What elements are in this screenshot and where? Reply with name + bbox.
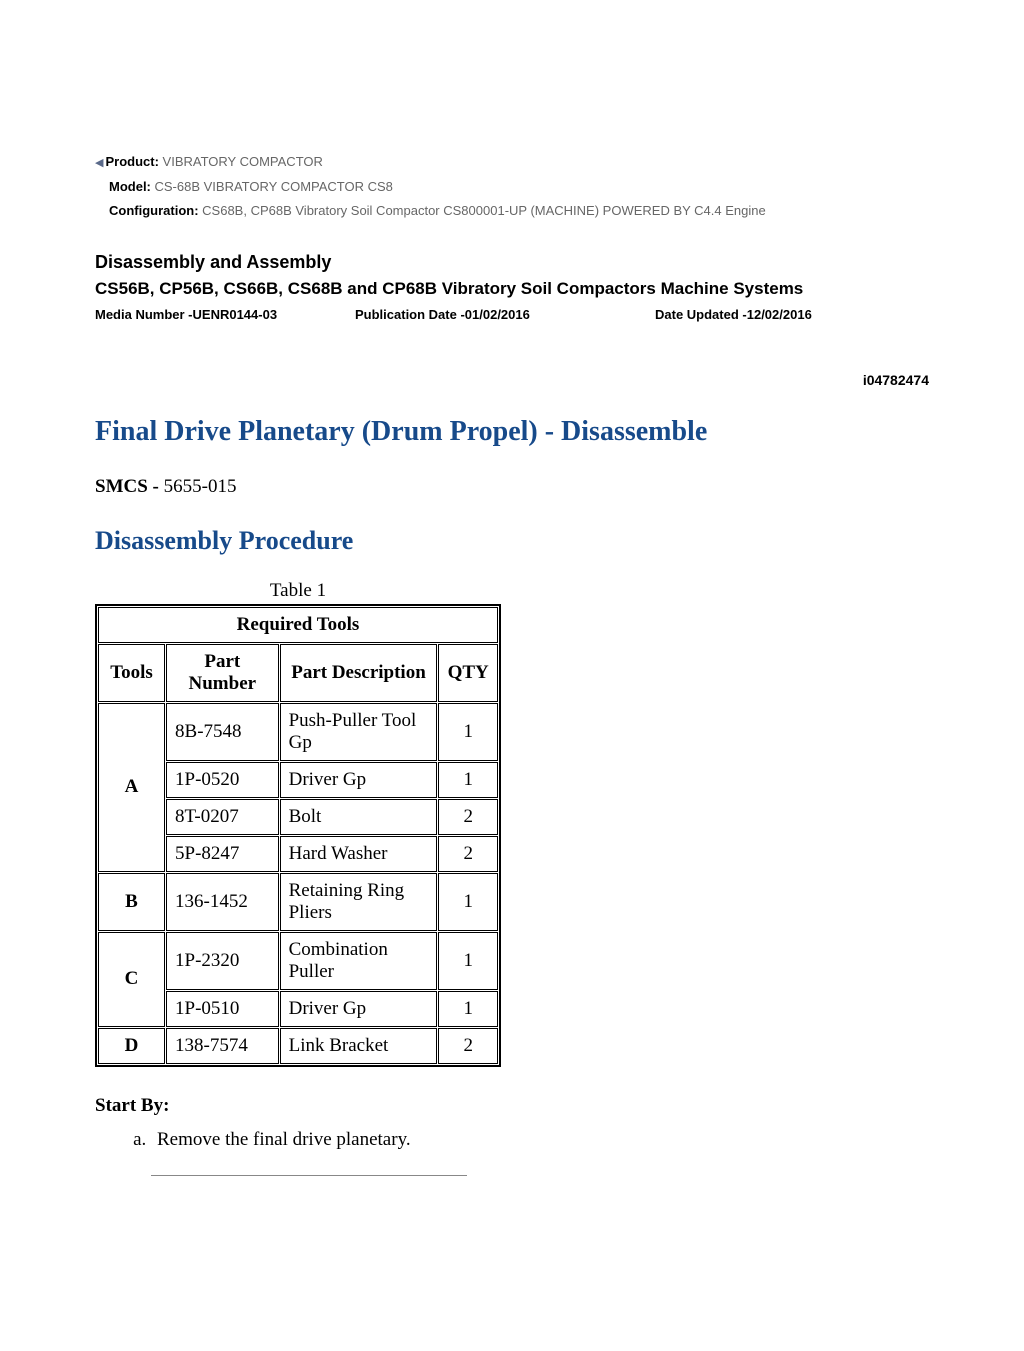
table-caption: Table 1 bbox=[95, 580, 501, 602]
part-number-cell: 1P-0520 bbox=[166, 762, 279, 798]
meta-value: CS-68B VIBRATORY COMPACTOR CS8 bbox=[151, 179, 393, 194]
publication-date: Publication Date -01/02/2016 bbox=[355, 307, 655, 322]
date-updated: Date Updated -12/02/2016 bbox=[655, 307, 929, 322]
required-tools-table: Required Tools Tools Part Number Part De… bbox=[95, 604, 501, 1067]
part-description-cell: Driver Gp bbox=[280, 991, 438, 1027]
meta-row-product: ◀Product: VIBRATORY COMPACTOR bbox=[95, 150, 929, 175]
back-arrow-icon[interactable]: ◀ bbox=[95, 157, 103, 169]
part-number-cell: 8B-7548 bbox=[166, 703, 279, 761]
meta-block: ◀Product: VIBRATORY COMPACTOR Model: CS-… bbox=[95, 150, 929, 224]
meta-label: Product: bbox=[105, 154, 158, 169]
table-row: D138-7574Link Bracket2 bbox=[98, 1028, 498, 1064]
qty-cell: 2 bbox=[438, 799, 498, 835]
meta-label: Model: bbox=[109, 179, 151, 194]
table-row: B136-1452Retaining Ring Pliers1 bbox=[98, 873, 498, 931]
table-row: A8B-7548Push-Puller Tool Gp1 bbox=[98, 703, 498, 761]
qty-cell: 2 bbox=[438, 836, 498, 872]
qty-cell: 1 bbox=[438, 873, 498, 931]
document-id: i04782474 bbox=[95, 372, 929, 388]
part-number-cell: 136-1452 bbox=[166, 873, 279, 931]
tool-id-cell: A bbox=[98, 703, 165, 872]
col-header: QTY bbox=[438, 644, 498, 702]
part-description-cell: Push-Puller Tool Gp bbox=[280, 703, 438, 761]
document-page: ◀Product: VIBRATORY COMPACTOR Model: CS-… bbox=[0, 0, 1024, 1236]
part-description-cell: Retaining Ring Pliers bbox=[280, 873, 438, 931]
tool-id-cell: C bbox=[98, 932, 165, 1027]
qty-cell: 1 bbox=[438, 762, 498, 798]
meta-row-model: Model: CS-68B VIBRATORY COMPACTOR CS8 bbox=[95, 175, 929, 200]
list-item: Remove the final drive planetary. bbox=[151, 1129, 929, 1151]
page-title: Final Drive Planetary (Drum Propel) - Di… bbox=[95, 416, 929, 448]
section-category: Disassembly and Assembly bbox=[95, 252, 929, 273]
qty-cell: 2 bbox=[438, 1028, 498, 1064]
table-row: C1P-2320Combination Puller1 bbox=[98, 932, 498, 990]
part-description-cell: Bolt bbox=[280, 799, 438, 835]
part-number-cell: 1P-2320 bbox=[166, 932, 279, 990]
part-number-cell: 5P-8247 bbox=[166, 836, 279, 872]
horizontal-rule bbox=[151, 1175, 467, 1176]
part-number-cell: 1P-0510 bbox=[166, 991, 279, 1027]
col-header: Tools bbox=[98, 644, 165, 702]
part-number-cell: 8T-0207 bbox=[166, 799, 279, 835]
smcs-code: 5655-015 bbox=[164, 476, 237, 497]
start-by-list: Remove the final drive planetary. bbox=[95, 1129, 929, 1151]
part-number-cell: 138-7574 bbox=[166, 1028, 279, 1064]
qty-cell: 1 bbox=[438, 991, 498, 1027]
meta-value: VIBRATORY COMPACTOR bbox=[159, 154, 323, 169]
tool-id-cell: B bbox=[98, 873, 165, 931]
table-title: Required Tools bbox=[98, 607, 498, 643]
media-number: Media Number -UENR0144-03 bbox=[95, 307, 355, 322]
part-description-cell: Link Bracket bbox=[280, 1028, 438, 1064]
tool-id-cell: D bbox=[98, 1028, 165, 1064]
col-header: Part Description bbox=[280, 644, 438, 702]
qty-cell: 1 bbox=[438, 932, 498, 990]
start-by-label: Start By: bbox=[95, 1095, 929, 1117]
meta-value: CS68B, CP68B Vibratory Soil Compactor CS… bbox=[199, 203, 766, 218]
qty-cell: 1 bbox=[438, 703, 498, 761]
part-description-cell: Combination Puller bbox=[280, 932, 438, 990]
col-header: Part Number bbox=[166, 644, 279, 702]
smcs-label: SMCS - bbox=[95, 476, 164, 497]
part-description-cell: Hard Washer bbox=[280, 836, 438, 872]
meta-row-configuration: Configuration: CS68B, CP68B Vibratory So… bbox=[95, 199, 929, 224]
section-models: CS56B, CP56B, CS66B, CS68B and CP68B Vib… bbox=[95, 277, 929, 301]
procedure-heading: Disassembly Procedure bbox=[95, 526, 929, 556]
publication-row: Media Number -UENR0144-03 Publication Da… bbox=[95, 307, 929, 322]
part-description-cell: Driver Gp bbox=[280, 762, 438, 798]
smcs-line: SMCS - 5655-015 bbox=[95, 476, 929, 498]
meta-label: Configuration: bbox=[109, 203, 199, 218]
